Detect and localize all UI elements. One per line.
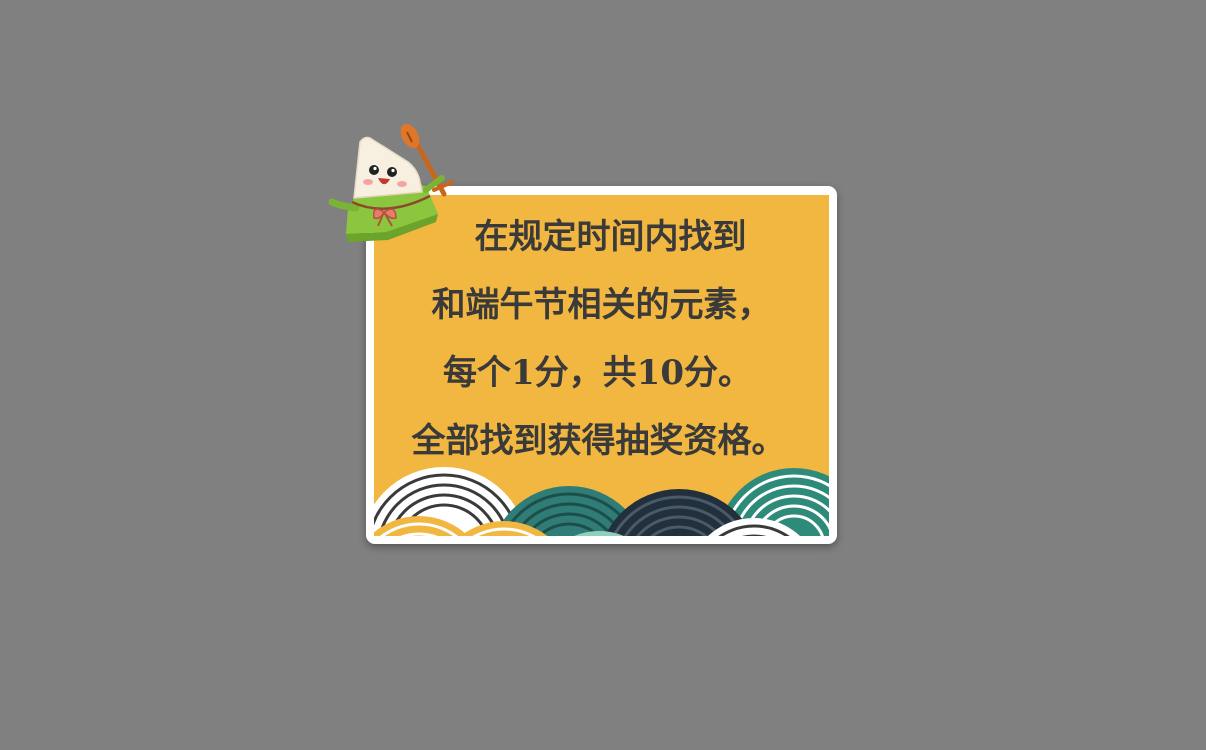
rules-dialog: 在规定时间内找到 和端午节相关的元素， 每个1分，共10分。 全部找到获得抽奖资… bbox=[366, 186, 837, 544]
rules-text: 在规定时间内找到 和端午节相关的元素， 每个1分，共10分。 全部找到获得抽奖资… bbox=[374, 195, 829, 475]
rules-dialog-panel: 在规定时间内找到 和端午节相关的元素， 每个1分，共10分。 全部找到获得抽奖资… bbox=[374, 195, 829, 536]
rules-line-4: 全部找到获得抽奖资格。 bbox=[411, 421, 786, 461]
rules-line-2: 和端午节相关的元素， bbox=[431, 285, 772, 325]
wave-pattern-icon bbox=[374, 467, 829, 536]
zongzi-mascot-icon bbox=[328, 123, 454, 242]
rules-line-3: 每个1分，共10分。 bbox=[443, 353, 752, 393]
rules-line-1: 在规定时间内找到 bbox=[474, 217, 747, 257]
